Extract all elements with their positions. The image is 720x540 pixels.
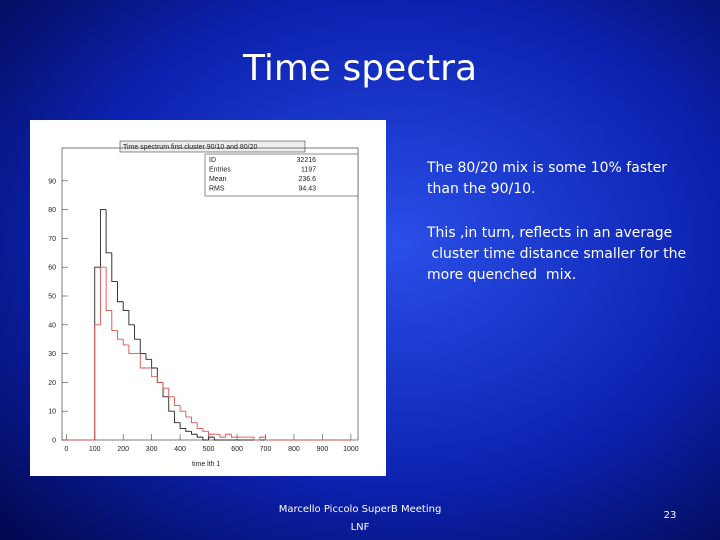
x-tick-label: 200	[117, 446, 129, 453]
histogram-bin	[213, 437, 220, 441]
y-tick-label: 90	[48, 178, 56, 185]
histogram-bin	[105, 267, 112, 311]
y-tick-label: 80	[48, 207, 56, 214]
histogram-bin	[219, 434, 226, 438]
histogram-bin	[117, 281, 124, 303]
slide-title: Time spectra	[242, 48, 477, 89]
y-tick-label: 50	[48, 294, 56, 301]
histogram-bin	[122, 339, 129, 346]
histogram-bin	[111, 252, 118, 283]
y-tick-label: 60	[48, 265, 56, 272]
histogram-bin	[185, 411, 192, 418]
stats-label: RMS	[209, 186, 225, 193]
page-number: 23	[664, 510, 677, 521]
histogram-bin	[117, 330, 124, 340]
histogram-bin	[134, 324, 141, 340]
stats-value: 32216	[297, 157, 317, 164]
histogram-bin	[156, 376, 164, 383]
histogram-bin	[122, 301, 129, 311]
histogram-bin	[139, 353, 146, 369]
x-axis-label: time lth 1	[192, 461, 221, 468]
stats-label: Mean	[209, 176, 227, 183]
stats-value: 1197	[301, 167, 316, 174]
histogram-bin	[151, 368, 158, 378]
stats-label: ID	[209, 157, 216, 164]
body-text: more quenched mix.	[427, 267, 576, 283]
stats-value: 94.43	[298, 186, 316, 193]
stats-value: 236.6	[298, 176, 316, 183]
histogram-bin	[202, 437, 209, 441]
histogram-bin	[259, 436, 266, 440]
histogram-bin	[94, 324, 101, 440]
y-tick-label: 10	[48, 409, 56, 416]
chart-title: Time spectrum first cluster 90/10 and 80…	[123, 144, 257, 151]
histogram-bin	[265, 437, 272, 441]
x-tick-label: 400	[174, 446, 186, 453]
chart-title-box	[119, 140, 306, 153]
histogram-bin	[99, 266, 107, 325]
body-text: This ,in turn, reflects in an average	[426, 225, 672, 241]
histogram-bin	[111, 310, 118, 332]
histogram-bin	[168, 396, 175, 412]
x-tick-label: 600	[231, 446, 243, 453]
y-tick-label: 30	[48, 351, 56, 358]
histogram-bin	[208, 431, 215, 435]
histogram-bin	[225, 433, 232, 438]
x-tick-label: 0	[64, 446, 68, 453]
histogram-bin	[162, 382, 169, 389]
x-tick-label: 300	[146, 446, 158, 453]
body-text: The 80/20 mix is some 10% faster	[426, 160, 667, 176]
histogram-bin	[105, 209, 112, 254]
histogram-bin	[230, 434, 238, 438]
footer: LNF	[351, 522, 370, 533]
histogram-bin	[202, 428, 209, 432]
histogram-bin	[128, 344, 135, 355]
x-tick-label: 100	[89, 446, 101, 453]
x-tick-label: 1000	[343, 446, 359, 453]
histogram-bin	[128, 310, 135, 326]
y-tick-label: 20	[48, 380, 56, 387]
histogram-bin	[208, 436, 215, 440]
histogram-bin	[173, 396, 181, 406]
histogram-bin	[173, 411, 181, 424]
body-text: cluster time distance smaller for the	[427, 246, 686, 262]
x-tick-label: 900	[317, 446, 329, 453]
histogram-bin	[99, 209, 107, 268]
histogram-bin	[179, 405, 186, 412]
x-tick-label: 800	[288, 446, 300, 453]
histogram-bin	[145, 353, 152, 360]
stats-label: Entries	[209, 167, 231, 174]
footer: Marcello Piccolo SuperB Meeting	[279, 504, 442, 515]
x-tick-label: 700	[260, 446, 272, 453]
histogram-bin	[185, 428, 192, 432]
histogram-bin	[191, 431, 198, 435]
histogram-bin	[253, 437, 260, 441]
x-tick-label: 500	[203, 446, 215, 453]
histogram-bin	[179, 422, 186, 429]
histogram-bin	[168, 388, 175, 398]
histogram-bin	[196, 434, 203, 438]
y-tick-label: 0	[52, 438, 56, 445]
plot-frame	[61, 147, 359, 441]
histogram-bin	[196, 422, 203, 429]
histogram-bin	[191, 416, 198, 424]
body-text: than the 90/10.	[427, 181, 536, 197]
y-tick-label: 40	[48, 322, 56, 329]
y-tick-label: 70	[48, 236, 56, 243]
stats-box	[204, 153, 359, 197]
